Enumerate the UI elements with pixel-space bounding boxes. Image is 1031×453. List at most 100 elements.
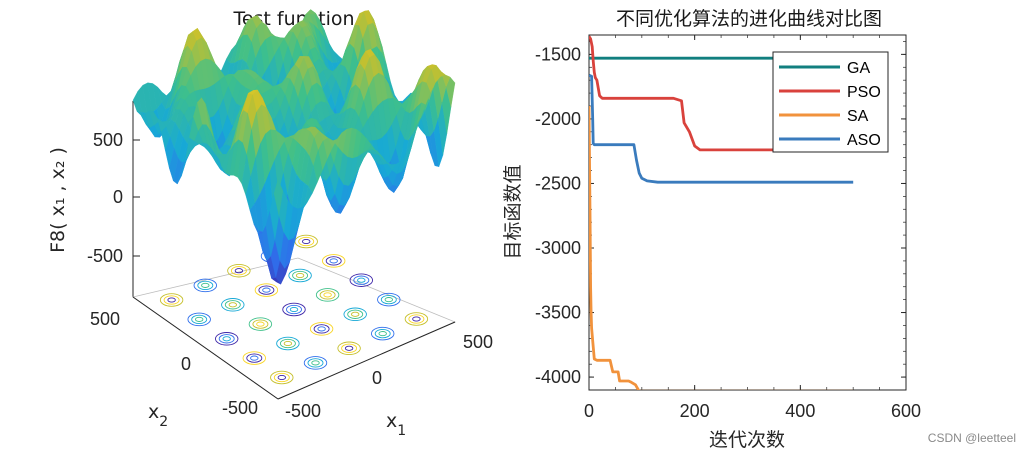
legend: GA PSO SA ASO xyxy=(772,51,889,153)
contour-ring xyxy=(313,324,330,334)
contour-ring xyxy=(412,316,421,322)
contour-ring xyxy=(197,280,214,291)
contour-ring xyxy=(167,297,176,303)
contour-ring xyxy=(254,283,279,297)
contour-ring xyxy=(292,270,309,281)
contour-ring xyxy=(371,326,395,341)
surface-mesh xyxy=(132,9,456,285)
contour-ring xyxy=(270,370,294,385)
x-tick-label: 0 xyxy=(584,401,594,421)
contour-ring xyxy=(344,345,354,351)
contour-plane xyxy=(132,257,457,400)
series-lines xyxy=(589,35,854,390)
contour-ring xyxy=(384,297,393,303)
contour-ring xyxy=(282,302,306,317)
contour-ring xyxy=(319,290,336,300)
legend-label-pso: PSO xyxy=(847,84,881,101)
contour-ring xyxy=(378,331,387,337)
contour-ring xyxy=(288,268,312,283)
contour-ring xyxy=(283,340,293,347)
watermark: CSDN @leetteel xyxy=(928,431,1016,445)
x-axis-label: 迭代次数 xyxy=(709,429,785,451)
x-tick-label: 400 xyxy=(785,401,815,421)
contour-ring xyxy=(276,336,300,351)
y-tick-label: -4000 xyxy=(535,367,581,387)
contour-ring xyxy=(380,294,397,305)
contour-ring xyxy=(357,277,366,283)
x-tick-label: 600 xyxy=(891,401,921,421)
y-tick-label: -500 xyxy=(222,398,258,418)
contour-ring xyxy=(289,306,299,313)
contour-ring xyxy=(286,304,302,315)
contour-ring xyxy=(343,307,367,322)
contour-ring xyxy=(307,358,324,368)
surface-plot: Test function 500 0 -500 F8( x₁ , x₂ ) 5… xyxy=(47,8,493,439)
contour-ring xyxy=(194,316,204,322)
contour-ring xyxy=(250,355,259,361)
contour-ring xyxy=(294,234,318,249)
contour-ring xyxy=(353,275,370,285)
y-tick-label: -1500 xyxy=(535,44,581,64)
contour-ring xyxy=(224,300,241,310)
contour-ring xyxy=(256,321,265,327)
legend-label-sa: SA xyxy=(847,108,869,125)
contour-ring xyxy=(323,292,332,298)
legend-label-ga: GA xyxy=(847,60,870,77)
contour-ring xyxy=(341,343,358,353)
axis-ticks: 0 200 400 600 -1500 -2000 -2500 -3000 -3500 -4000 xyxy=(535,35,921,421)
contour-ring xyxy=(214,332,239,346)
contour-ring xyxy=(408,314,425,324)
contour-ring xyxy=(277,374,286,381)
surface-patch xyxy=(273,179,284,216)
x-tick-label: 0 xyxy=(372,368,382,388)
contour-ring xyxy=(201,282,210,288)
contour-ring xyxy=(246,353,263,363)
y-tick-label: -2000 xyxy=(535,109,581,129)
series-line-pso xyxy=(589,35,854,152)
y-tick-label: -3500 xyxy=(535,303,581,323)
contour-ring xyxy=(193,278,218,293)
contour-ring xyxy=(311,360,320,366)
contour-ring xyxy=(234,268,244,274)
contour-ring xyxy=(273,372,290,383)
contour-ring xyxy=(221,298,245,312)
contour-ring xyxy=(227,263,251,278)
z-tick-label: -500 xyxy=(87,246,123,266)
contour-ring xyxy=(315,288,340,302)
contour-ring xyxy=(309,322,334,336)
contour-ring xyxy=(325,256,342,266)
legend-box xyxy=(772,51,889,153)
contour-ring xyxy=(349,273,373,287)
series-line-sa xyxy=(589,105,854,390)
contour-ring xyxy=(252,319,269,329)
contour-ring xyxy=(337,341,361,356)
z-tick-label: 0 xyxy=(113,187,123,207)
contour-ring xyxy=(295,272,305,279)
contour-ring xyxy=(218,334,235,344)
y-tick-label: -3000 xyxy=(535,238,581,258)
contour-ring xyxy=(262,287,271,293)
contour-ring xyxy=(242,351,267,365)
contour-ring xyxy=(222,336,231,342)
line-chart: 不同优化算法的进化曲线对比图 0 200 400 600 -1500 -2000 -2500… xyxy=(502,8,921,451)
contour-ring xyxy=(187,312,211,327)
y-axis-label: 目标函数值 xyxy=(502,164,524,259)
contour-ring xyxy=(322,254,346,268)
contour-ring xyxy=(230,266,247,276)
contour-ring xyxy=(329,258,338,264)
contour-ring xyxy=(163,295,180,305)
y-axis xyxy=(132,296,279,400)
contour-ring xyxy=(377,292,401,307)
contour-ring xyxy=(191,314,208,325)
contour-ring xyxy=(303,356,328,370)
contour-ring xyxy=(279,338,296,349)
z-tick-label: 500 xyxy=(93,130,123,150)
x-axis xyxy=(277,321,456,400)
contour-ring xyxy=(258,285,275,295)
x-tick-label: -500 xyxy=(285,401,321,421)
legend-label-aso: ASO xyxy=(847,132,881,149)
contour-ring xyxy=(374,328,391,339)
x-tick-label: 500 xyxy=(463,332,493,352)
x-tick-label: 200 xyxy=(680,401,710,421)
